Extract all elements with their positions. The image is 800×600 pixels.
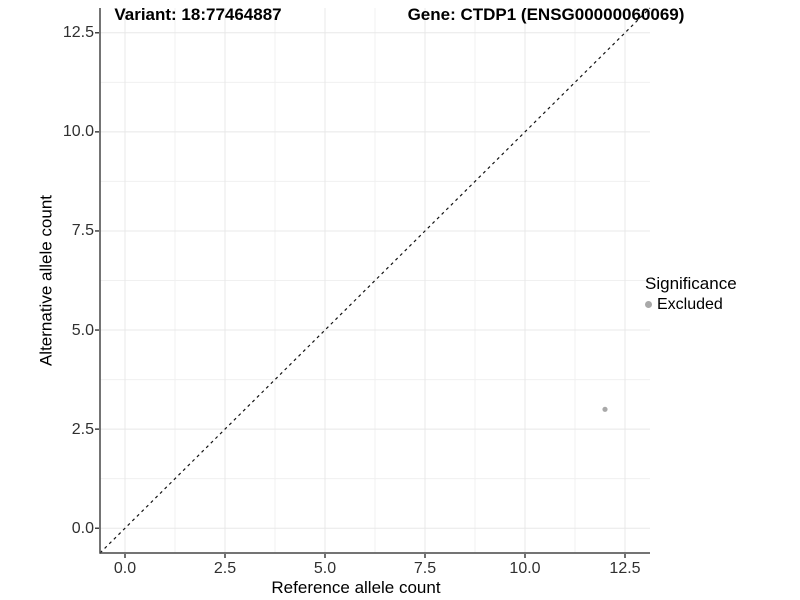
y-tick-label: 2.5: [71, 420, 94, 438]
x-tick-label: 2.5: [213, 560, 237, 577]
identity-reference-line: [99, 7, 651, 554]
x-tick-label: 7.5: [413, 560, 437, 577]
legend-items: Excluded: [645, 295, 737, 314]
x-tick-label: 12.5: [609, 560, 641, 577]
x-tick-label: 10.0: [509, 560, 541, 577]
legend-item: Excluded: [645, 295, 737, 314]
data-point: [602, 406, 608, 412]
plot-title-gene: Gene: CTDP1 (ENSG00000060069): [407, 5, 685, 24]
legend-item-label: Excluded: [657, 296, 723, 313]
x-tick-label: 5.0: [313, 560, 337, 577]
y-axis-title: Alternative allele count: [36, 194, 56, 367]
x-tick-label: 0.0: [113, 560, 137, 577]
y-tick-label: 0.0: [71, 519, 94, 537]
legend-title: Significance: [645, 274, 737, 293]
y-tick-label: 7.5: [71, 222, 94, 240]
plot-title-variant: Variant: 18:77464887: [114, 5, 282, 24]
x-axis-title: Reference allele count: [271, 578, 441, 597]
circle-icon: [645, 301, 652, 308]
legend: Significance Excluded: [645, 274, 737, 314]
y-tick-label: 10.0: [62, 123, 94, 141]
y-tick-label: 5.0: [71, 321, 94, 339]
y-tick-label: 12.5: [62, 24, 94, 42]
